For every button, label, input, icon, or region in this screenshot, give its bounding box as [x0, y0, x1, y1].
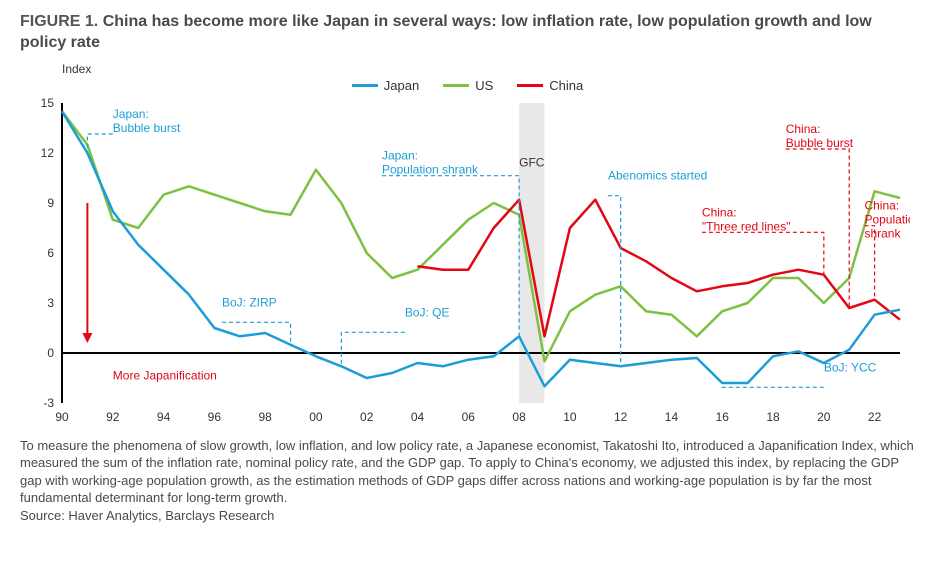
svg-text:Abenomics started: Abenomics started: [608, 168, 707, 182]
figure-prefix: FIGURE 1.: [20, 13, 98, 30]
legend-label-us: US: [475, 78, 493, 93]
svg-text:Japan:: Japan:: [113, 107, 149, 121]
svg-text:shrank: shrank: [864, 226, 901, 240]
svg-text:Population shrank: Population shrank: [382, 162, 479, 176]
svg-text:BoJ: YCC: BoJ: YCC: [824, 360, 877, 374]
legend-swatch-japan: [352, 84, 378, 87]
y-axis-label: Index: [62, 62, 915, 76]
svg-text:9: 9: [47, 196, 54, 210]
footer-source: Source: Haver Analytics, Barclays Resear…: [20, 507, 915, 525]
legend-swatch-china: [517, 84, 543, 87]
svg-text:90: 90: [55, 410, 69, 424]
svg-text:18: 18: [766, 410, 780, 424]
svg-text:3: 3: [47, 296, 54, 310]
legend-swatch-us: [443, 84, 469, 87]
svg-text:Bubble burst: Bubble burst: [113, 121, 181, 135]
svg-text:02: 02: [360, 410, 374, 424]
svg-text:94: 94: [157, 410, 171, 424]
svg-text:Japan:: Japan:: [382, 148, 418, 162]
svg-text:China:: China:: [786, 122, 821, 136]
svg-text:6: 6: [47, 246, 54, 260]
svg-text:10: 10: [563, 410, 577, 424]
svg-text:GFC: GFC: [519, 155, 545, 169]
svg-text:"Three red lines": "Three red lines": [702, 219, 791, 233]
svg-text:00: 00: [309, 410, 323, 424]
svg-text:China:: China:: [864, 198, 899, 212]
legend-item-us: US: [443, 78, 493, 93]
svg-text:15: 15: [41, 97, 55, 110]
legend: Japan US China: [20, 78, 915, 93]
figure-title-text: China has become more like Japan in seve…: [20, 13, 872, 51]
svg-text:12: 12: [614, 410, 628, 424]
svg-text:12: 12: [41, 146, 55, 160]
svg-text:20: 20: [817, 410, 831, 424]
svg-text:Population: Population: [864, 212, 910, 226]
figure-footer: To measure the phenomena of slow growth,…: [20, 437, 915, 525]
svg-text:BoJ: ZIRP: BoJ: ZIRP: [222, 295, 277, 309]
svg-text:92: 92: [106, 410, 120, 424]
svg-text:14: 14: [665, 410, 679, 424]
svg-text:Bubble burst: Bubble burst: [786, 136, 854, 150]
svg-text:08: 08: [512, 410, 526, 424]
svg-text:06: 06: [462, 410, 476, 424]
svg-text:22: 22: [868, 410, 882, 424]
svg-text:16: 16: [716, 410, 730, 424]
svg-text:96: 96: [208, 410, 222, 424]
svg-text:98: 98: [258, 410, 272, 424]
svg-text:China:: China:: [702, 205, 737, 219]
svg-text:More Japanification: More Japanification: [113, 368, 217, 382]
figure-title: FIGURE 1. China has become more like Jap…: [20, 12, 915, 54]
footer-paragraph: To measure the phenomena of slow growth,…: [20, 437, 915, 507]
chart-area: GFC -3 0 3 6 9 12 15 90 92 94 96 98 00 02 04 06 08 10 12 14 1…: [20, 97, 910, 427]
svg-text:-3: -3: [43, 396, 54, 410]
legend-item-china: China: [517, 78, 583, 93]
legend-item-japan: Japan: [352, 78, 419, 93]
legend-label-japan: Japan: [384, 78, 419, 93]
line-chart: GFC -3 0 3 6 9 12 15 90 92 94 96 98 00 02 04 06 08 10 12 14 1…: [20, 97, 910, 427]
svg-text:0: 0: [47, 346, 54, 360]
legend-label-china: China: [549, 78, 583, 93]
svg-text:BoJ: QE: BoJ: QE: [405, 305, 450, 319]
svg-text:04: 04: [411, 410, 425, 424]
